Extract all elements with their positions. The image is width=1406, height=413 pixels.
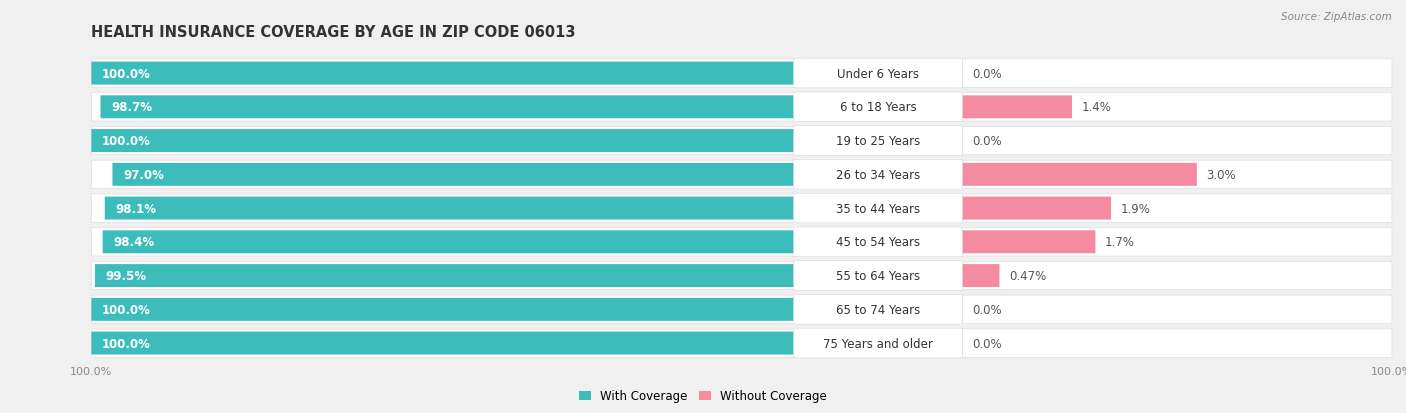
FancyBboxPatch shape bbox=[793, 261, 963, 291]
Text: 45 to 54 Years: 45 to 54 Years bbox=[837, 236, 921, 249]
Text: HEALTH INSURANCE COVERAGE BY AGE IN ZIP CODE 06013: HEALTH INSURANCE COVERAGE BY AGE IN ZIP … bbox=[91, 25, 576, 40]
Text: 98.7%: 98.7% bbox=[111, 101, 152, 114]
Text: 55 to 64 Years: 55 to 64 Years bbox=[837, 269, 921, 282]
Text: 6 to 18 Years: 6 to 18 Years bbox=[839, 101, 917, 114]
Text: 0.0%: 0.0% bbox=[972, 337, 1001, 350]
Text: 0.47%: 0.47% bbox=[1008, 269, 1046, 282]
FancyBboxPatch shape bbox=[963, 93, 1392, 122]
FancyBboxPatch shape bbox=[793, 160, 963, 190]
FancyBboxPatch shape bbox=[963, 195, 1392, 223]
Legend: With Coverage, Without Coverage: With Coverage, Without Coverage bbox=[574, 385, 832, 407]
FancyBboxPatch shape bbox=[91, 298, 793, 321]
FancyBboxPatch shape bbox=[963, 262, 1392, 290]
FancyBboxPatch shape bbox=[963, 329, 1392, 357]
FancyBboxPatch shape bbox=[963, 161, 1392, 189]
FancyBboxPatch shape bbox=[91, 228, 793, 256]
Text: 65 to 74 Years: 65 to 74 Years bbox=[837, 303, 921, 316]
Text: 0.0%: 0.0% bbox=[972, 67, 1001, 81]
Text: Source: ZipAtlas.com: Source: ZipAtlas.com bbox=[1281, 12, 1392, 22]
FancyBboxPatch shape bbox=[793, 328, 963, 358]
FancyBboxPatch shape bbox=[963, 228, 1392, 256]
FancyBboxPatch shape bbox=[91, 161, 793, 189]
FancyBboxPatch shape bbox=[963, 164, 1197, 186]
FancyBboxPatch shape bbox=[91, 62, 793, 85]
FancyBboxPatch shape bbox=[91, 127, 793, 155]
FancyBboxPatch shape bbox=[91, 332, 793, 355]
FancyBboxPatch shape bbox=[91, 195, 793, 223]
FancyBboxPatch shape bbox=[104, 197, 793, 220]
Text: 1.7%: 1.7% bbox=[1105, 236, 1135, 249]
FancyBboxPatch shape bbox=[963, 127, 1392, 155]
Text: 3.0%: 3.0% bbox=[1206, 169, 1236, 181]
Text: 100.0%: 100.0% bbox=[101, 135, 150, 148]
FancyBboxPatch shape bbox=[793, 194, 963, 223]
FancyBboxPatch shape bbox=[963, 295, 1392, 324]
Text: Under 6 Years: Under 6 Years bbox=[837, 67, 920, 81]
Text: 35 to 44 Years: 35 to 44 Years bbox=[837, 202, 921, 215]
FancyBboxPatch shape bbox=[91, 130, 793, 153]
FancyBboxPatch shape bbox=[793, 126, 963, 156]
Text: 1.9%: 1.9% bbox=[1121, 202, 1150, 215]
FancyBboxPatch shape bbox=[963, 231, 1095, 254]
FancyBboxPatch shape bbox=[91, 262, 793, 290]
Text: 75 Years and older: 75 Years and older bbox=[824, 337, 934, 350]
Text: 26 to 34 Years: 26 to 34 Years bbox=[837, 169, 921, 181]
Text: 19 to 25 Years: 19 to 25 Years bbox=[837, 135, 921, 148]
FancyBboxPatch shape bbox=[793, 59, 963, 89]
FancyBboxPatch shape bbox=[793, 295, 963, 324]
FancyBboxPatch shape bbox=[91, 329, 793, 357]
FancyBboxPatch shape bbox=[963, 60, 1392, 88]
FancyBboxPatch shape bbox=[963, 96, 1071, 119]
FancyBboxPatch shape bbox=[963, 264, 1000, 287]
Text: 100.0%: 100.0% bbox=[101, 337, 150, 350]
Text: 98.1%: 98.1% bbox=[115, 202, 156, 215]
Text: 0.0%: 0.0% bbox=[972, 303, 1001, 316]
Text: 98.4%: 98.4% bbox=[112, 236, 155, 249]
FancyBboxPatch shape bbox=[91, 295, 793, 324]
Text: 97.0%: 97.0% bbox=[122, 169, 165, 181]
FancyBboxPatch shape bbox=[100, 96, 793, 119]
FancyBboxPatch shape bbox=[91, 60, 793, 88]
Text: 100.0%: 100.0% bbox=[101, 67, 150, 81]
FancyBboxPatch shape bbox=[793, 228, 963, 257]
FancyBboxPatch shape bbox=[91, 93, 793, 122]
Text: 99.5%: 99.5% bbox=[105, 269, 146, 282]
Text: 0.0%: 0.0% bbox=[972, 135, 1001, 148]
FancyBboxPatch shape bbox=[963, 197, 1111, 220]
FancyBboxPatch shape bbox=[103, 231, 793, 254]
Text: 1.4%: 1.4% bbox=[1081, 101, 1111, 114]
Text: 100.0%: 100.0% bbox=[101, 303, 150, 316]
FancyBboxPatch shape bbox=[112, 164, 793, 186]
FancyBboxPatch shape bbox=[94, 264, 793, 287]
FancyBboxPatch shape bbox=[793, 93, 963, 122]
